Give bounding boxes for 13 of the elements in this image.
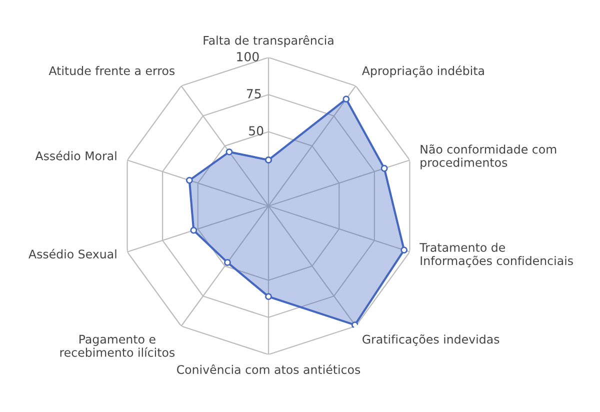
y-tick-label: 100 — [237, 52, 259, 62]
spoke-label: Pagamento e recebimento ilícitos — [60, 334, 175, 357]
spoke-label: Conivência com atos antiéticos — [176, 364, 360, 374]
spoke-label: Atitude frente a erros — [48, 66, 175, 76]
spoke-label: Assédio Sexual — [28, 248, 116, 259]
y-tick-label: 50 — [249, 126, 264, 136]
spoke-label: Tratamento de Informações confidenciais — [420, 242, 573, 268]
spoke-label: Falta de transparência — [204, 35, 334, 48]
spoke-label: Não conformidade com procedimentos — [420, 144, 556, 170]
spoke-label: Apropriação indébita — [362, 66, 484, 78]
y-tick-label: 75 — [246, 89, 261, 98]
spoke-label: Gratificações indevidas — [362, 334, 500, 346]
spoke-label: Assédio Moral — [35, 150, 116, 160]
